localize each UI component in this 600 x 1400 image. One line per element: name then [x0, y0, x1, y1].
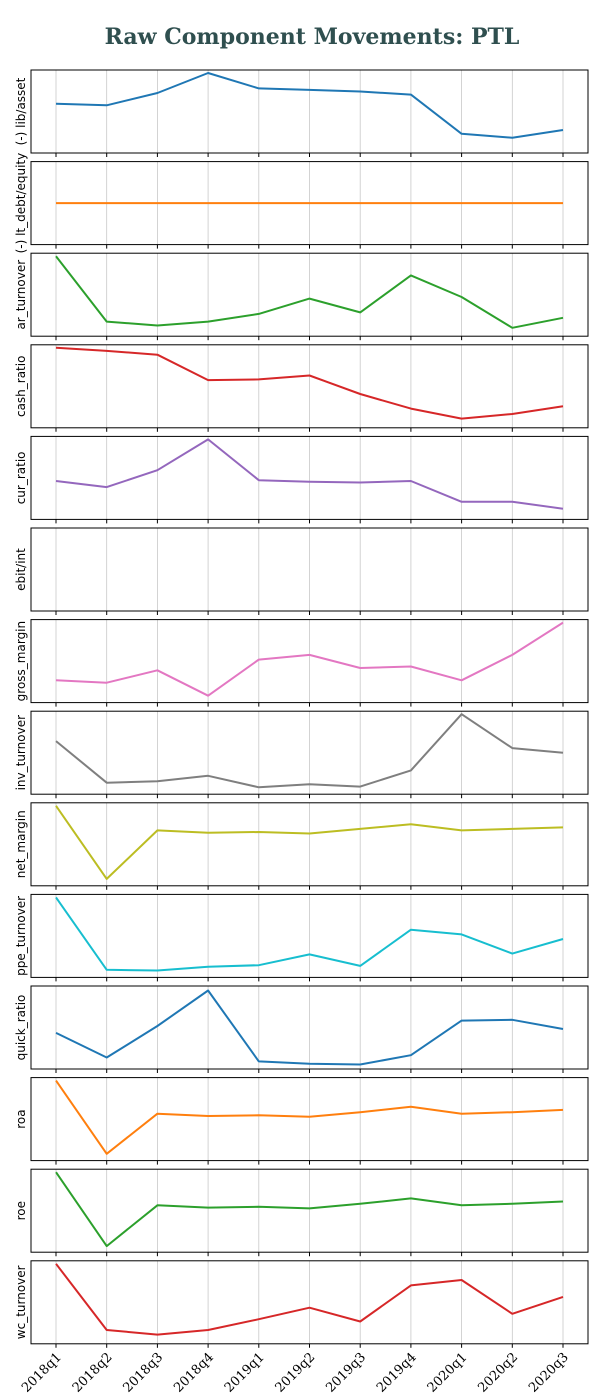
series-line: [55, 1263, 564, 1336]
x-tick-label: 2019q3: [323, 1350, 369, 1396]
y-axis-label: ebit/int: [14, 548, 28, 591]
subplot-5: ebit/int: [14, 527, 589, 615]
subplot-10: quick_ratio: [14, 985, 589, 1073]
y-axis-label: ar_turnover: [14, 260, 28, 330]
y-axis-label: inv_turnover: [14, 715, 28, 791]
series-line: [55, 1080, 564, 1155]
x-tick-label: 2018q4: [171, 1350, 217, 1396]
y-axis-label: (-) lib/asset: [14, 77, 28, 145]
y-axis-label: roa: [14, 1109, 28, 1128]
y-axis-label: quick_ratio: [14, 995, 28, 1061]
series-line: [55, 989, 564, 1066]
subplot-7: inv_turnover: [14, 710, 589, 799]
series-line: [55, 713, 564, 789]
x-tick-label: 2020q1: [425, 1350, 471, 1396]
subplot-9: ppe_turnover: [14, 893, 589, 982]
subplot-4: cur_ratio: [14, 435, 589, 524]
series-line: [55, 72, 564, 139]
subplot-6: gross_margin: [14, 619, 589, 707]
y-axis-label: cash_ratio: [14, 356, 28, 417]
x-tick-label: 2019q1: [222, 1350, 268, 1396]
subplot-11: roa: [14, 1077, 589, 1165]
subplot-13: wc_turnover: [14, 1260, 589, 1348]
x-tick-label: 2019q4: [374, 1350, 420, 1396]
series-line: [55, 1171, 564, 1248]
series-line: [55, 438, 564, 510]
subplot-8: net_margin: [14, 802, 589, 890]
subplot-stack: (-) lib/asset (-) lt_debt/equity ar_turnov…: [14, 69, 589, 1348]
x-axis-tick-labels: 2018q1 2018q2 2018q3 2018q4 2019q1 2019q2 2019…: [19, 1350, 572, 1396]
series-line: [55, 621, 564, 697]
y-axis-label: net_margin: [14, 810, 28, 878]
subplot-3: cash_ratio: [14, 344, 589, 432]
subplot-2: ar_turnover: [14, 252, 589, 341]
x-tick-label: 2018q1: [19, 1350, 65, 1396]
subplot-12: roe: [14, 1168, 589, 1257]
x-tick-label: 2018q3: [120, 1350, 166, 1396]
y-axis-label: wc_turnover: [14, 1265, 28, 1339]
series-line: [55, 255, 564, 329]
chart-title: Raw Component Movements: PTL: [105, 24, 520, 50]
y-axis-label: gross_margin: [14, 621, 28, 701]
x-tick-label: 2018q2: [70, 1350, 116, 1396]
x-tick-label: 2020q2: [475, 1350, 521, 1396]
series-line: [55, 805, 564, 880]
subplot-1: (-) lt_debt/equity: [14, 153, 589, 254]
series-line: [55, 346, 564, 420]
y-axis-label: roe: [14, 1201, 28, 1220]
y-axis-label: cur_ratio: [14, 451, 28, 504]
x-tick-label: 2020q3: [526, 1350, 572, 1396]
subplot-0: (-) lib/asset: [14, 69, 589, 157]
x-tick-label: 2019q2: [273, 1350, 319, 1396]
y-axis-label: ppe_turnover: [14, 896, 28, 976]
y-axis-label: (-) lt_debt/equity: [14, 153, 28, 254]
series-line: [55, 896, 564, 972]
